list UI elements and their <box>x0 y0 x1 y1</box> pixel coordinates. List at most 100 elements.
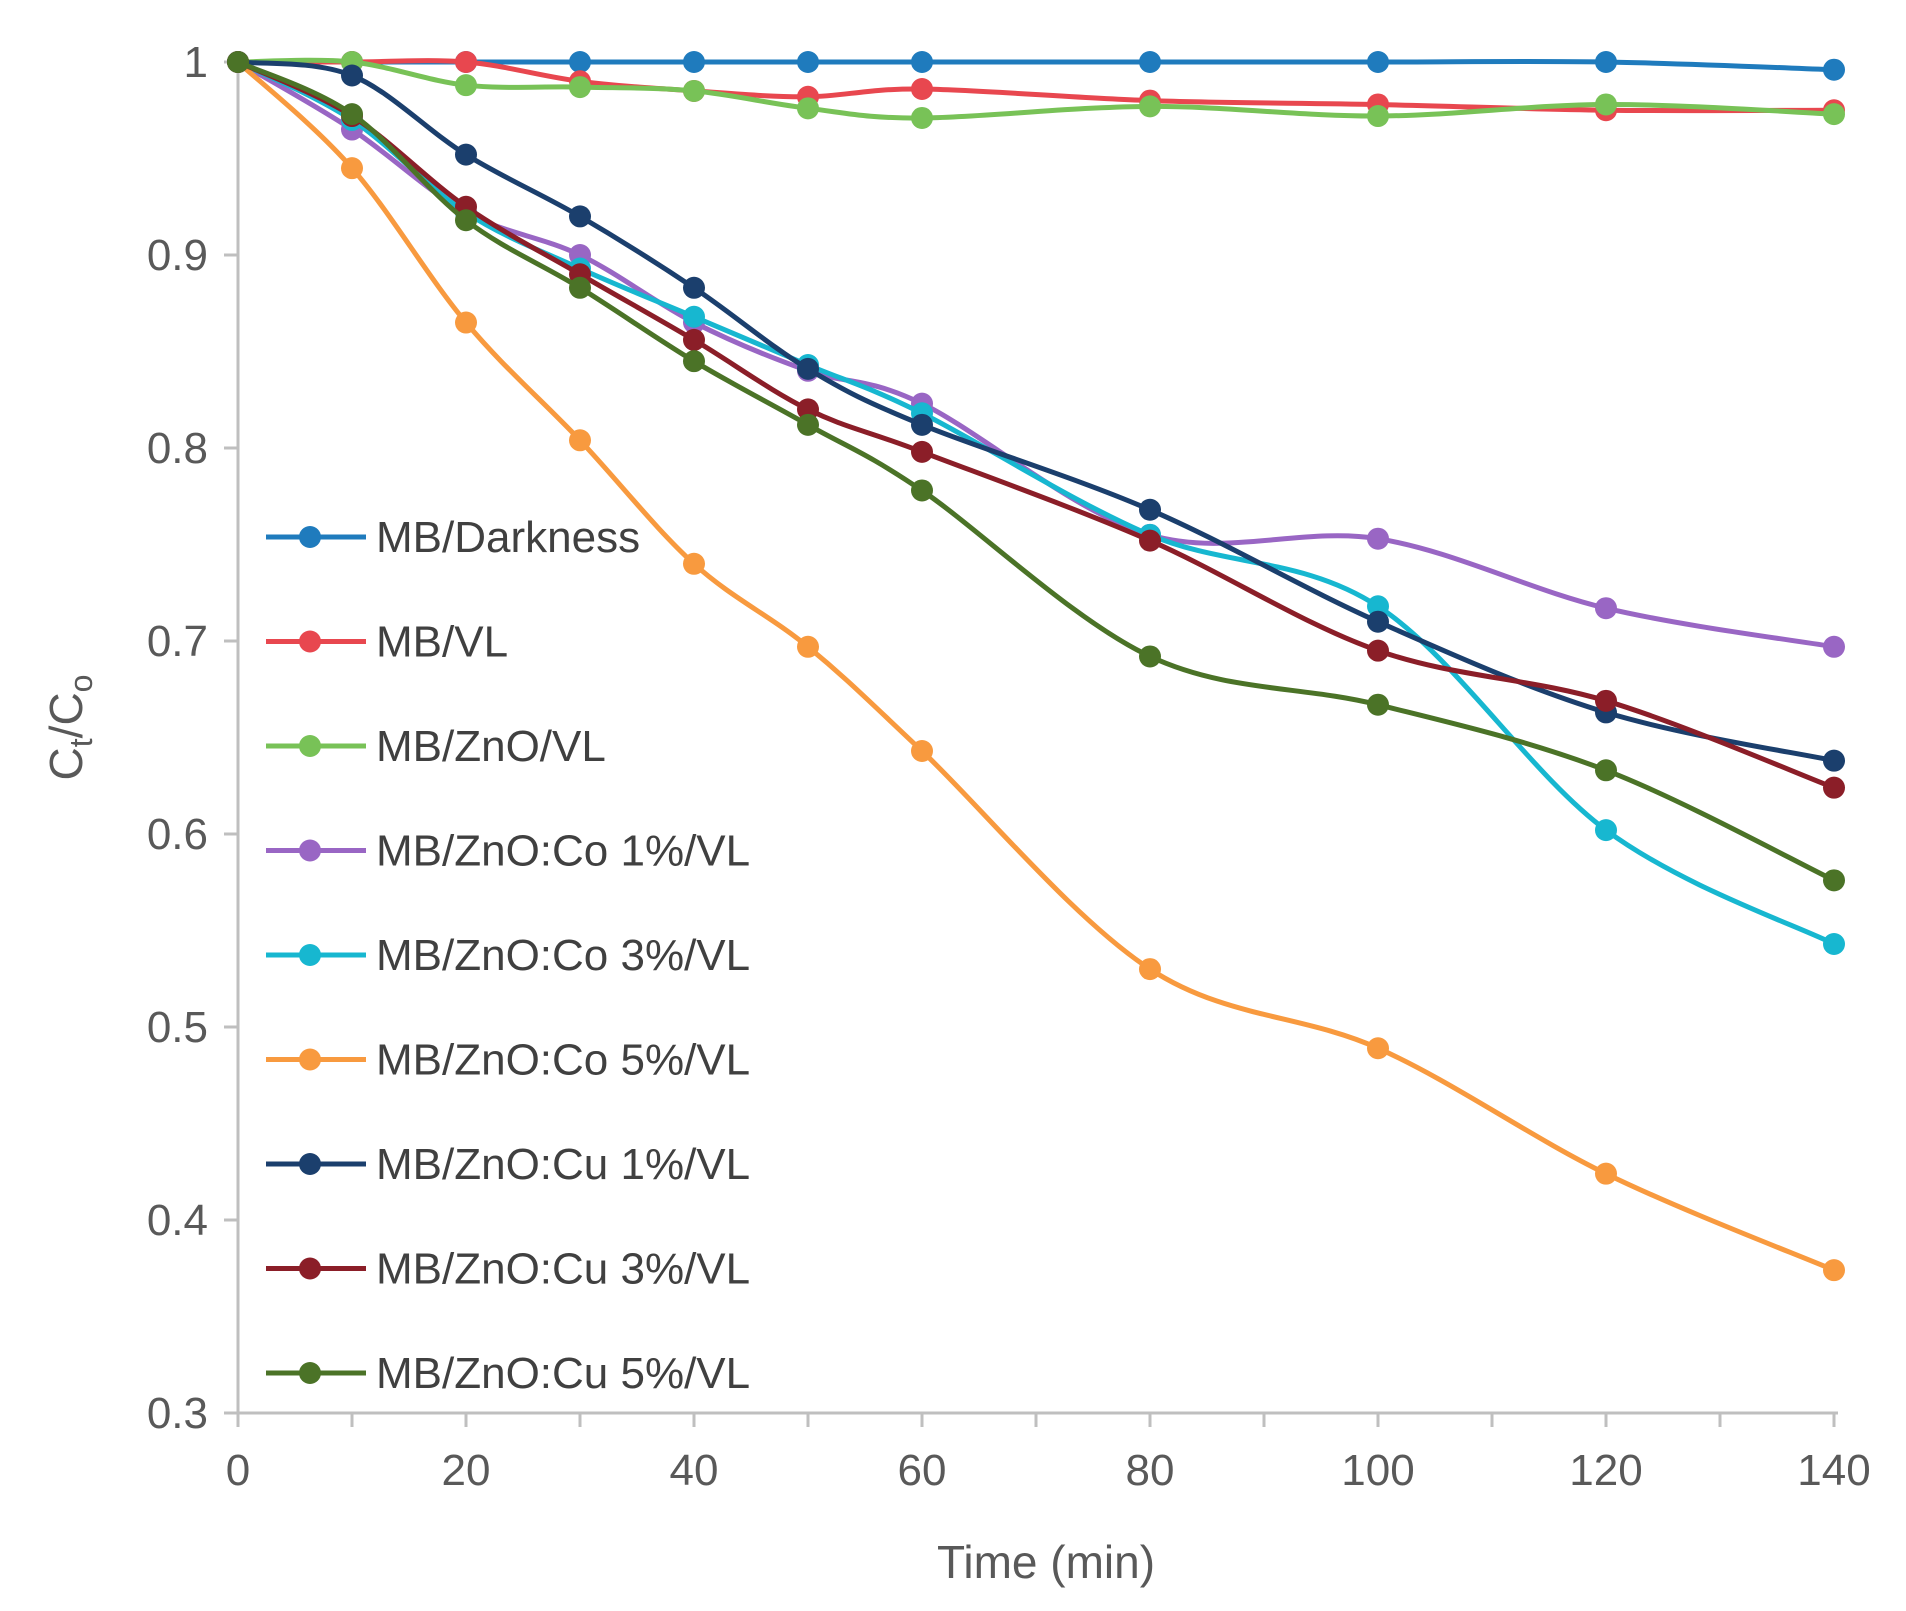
legend-label: MB/ZnO:Cu 1%/VL <box>376 1140 750 1189</box>
legend-marker <box>299 1362 321 1384</box>
data-point <box>683 305 705 328</box>
data-point <box>683 276 705 299</box>
data-point <box>797 357 819 380</box>
data-point <box>569 276 591 299</box>
data-point <box>1367 105 1389 128</box>
data-point <box>569 429 591 452</box>
legend-marker <box>299 1048 321 1071</box>
data-point <box>911 440 933 463</box>
data-point <box>683 79 705 102</box>
x-tick-label: 100 <box>1341 1446 1414 1495</box>
data-point <box>1139 645 1161 668</box>
legend-marker <box>299 630 321 653</box>
series-8 <box>227 51 1845 892</box>
x-tick-label: 80 <box>1126 1446 1175 1495</box>
legend-label: MB/ZnO:Co 3%/VL <box>376 931 750 980</box>
x-tick-label: 140 <box>1797 1446 1870 1495</box>
data-point <box>911 78 933 101</box>
data-point <box>1595 93 1617 116</box>
data-point <box>1367 610 1389 633</box>
legend-marker <box>299 839 321 862</box>
data-point <box>1367 51 1389 73</box>
x-tick-label: 20 <box>442 1446 491 1495</box>
legend-item: MB/ZnO:Co 3%/VL <box>266 931 750 980</box>
data-point <box>683 350 705 373</box>
data-point <box>455 51 477 73</box>
legend-label: MB/ZnO:Cu 3%/VL <box>376 1245 750 1294</box>
data-point <box>1823 933 1845 956</box>
data-point <box>911 106 933 129</box>
x-axis-title: Time (min) <box>937 1536 1155 1588</box>
series-line <box>235 59 1837 947</box>
legend-item: MB/ZnO:Cu 3%/VL <box>266 1245 750 1294</box>
data-point <box>1823 635 1845 658</box>
data-point <box>1823 776 1845 799</box>
series-line <box>235 59 1837 883</box>
data-point <box>455 143 477 166</box>
y-tick-label: 0.6 <box>147 810 208 859</box>
legend-label: MB/ZnO:Co 1%/VL <box>376 827 750 876</box>
legend-marker <box>299 1257 321 1280</box>
legend-label: MB/VL <box>376 618 508 667</box>
data-point <box>797 413 819 436</box>
y-tick-label: 0.5 <box>147 1003 208 1052</box>
data-point <box>227 51 249 73</box>
data-point <box>797 635 819 658</box>
y-axis-title-subscript-o: o <box>63 675 99 693</box>
y-axis-ticks: 0.3 0.4 0.5 0.6 0.7 0.8 0.9 1 <box>147 38 238 1438</box>
data-point <box>1595 759 1617 782</box>
data-point <box>683 51 705 73</box>
legend-label: MB/ZnO/VL <box>376 722 606 771</box>
data-point <box>1823 869 1845 892</box>
data-point <box>1823 103 1845 126</box>
series-4 <box>227 51 1845 956</box>
legend-item: MB/ZnO:Co 5%/VL <box>266 1036 750 1085</box>
legend: MB/Darkness MB/VL MB/ZnO/VL MB/ZnO:Co 1%/VL… <box>266 513 750 1398</box>
legend-marker <box>299 735 321 757</box>
data-point <box>1595 597 1617 620</box>
data-point <box>1139 529 1161 552</box>
series-2 <box>227 51 1845 129</box>
data-point <box>1367 595 1389 618</box>
data-point <box>341 103 363 126</box>
series-line <box>235 59 1837 791</box>
legend-marker <box>299 944 321 966</box>
series-3 <box>227 51 1845 658</box>
data-point <box>911 740 933 763</box>
x-axis-ticks: 0 20 40 60 80 100 120 140 <box>226 1413 1871 1495</box>
x-tick-label: 120 <box>1569 1446 1642 1495</box>
legend-item: MB/ZnO:Cu 5%/VL <box>266 1349 750 1398</box>
data-point <box>1595 1162 1617 1185</box>
x-tick-label: 60 <box>898 1446 947 1495</box>
legend-item: MB/ZnO/VL <box>266 722 606 771</box>
data-point <box>1823 1259 1845 1282</box>
y-tick-label: 1 <box>184 38 208 87</box>
y-axis-title: Ct/Co <box>40 675 99 781</box>
data-point <box>797 51 819 73</box>
x-tick-label: 40 <box>670 1446 719 1495</box>
legend-label: MB/ZnO:Co 5%/VL <box>376 1036 750 1085</box>
series-layer <box>227 51 1845 1282</box>
legend-item: MB/VL <box>266 618 508 667</box>
y-tick-label: 0.9 <box>147 231 208 280</box>
data-point <box>455 209 477 232</box>
y-axis-title-main: C <box>40 747 92 780</box>
legend-label: MB/ZnO:Cu 5%/VL <box>376 1349 750 1398</box>
data-point <box>341 64 363 87</box>
data-point <box>341 157 363 180</box>
data-point <box>569 51 591 73</box>
data-point <box>911 413 933 436</box>
data-point <box>1139 95 1161 118</box>
y-tick-label: 0.7 <box>147 617 208 666</box>
data-point <box>1139 51 1161 73</box>
data-point <box>455 311 477 334</box>
series-7 <box>227 51 1845 799</box>
data-point <box>1367 527 1389 550</box>
data-point <box>1139 958 1161 981</box>
data-point <box>797 398 819 421</box>
data-point <box>1595 689 1617 712</box>
legend-item: MB/ZnO:Cu 1%/VL <box>266 1140 750 1189</box>
y-tick-label: 0.3 <box>147 1389 208 1438</box>
data-point <box>569 205 591 228</box>
